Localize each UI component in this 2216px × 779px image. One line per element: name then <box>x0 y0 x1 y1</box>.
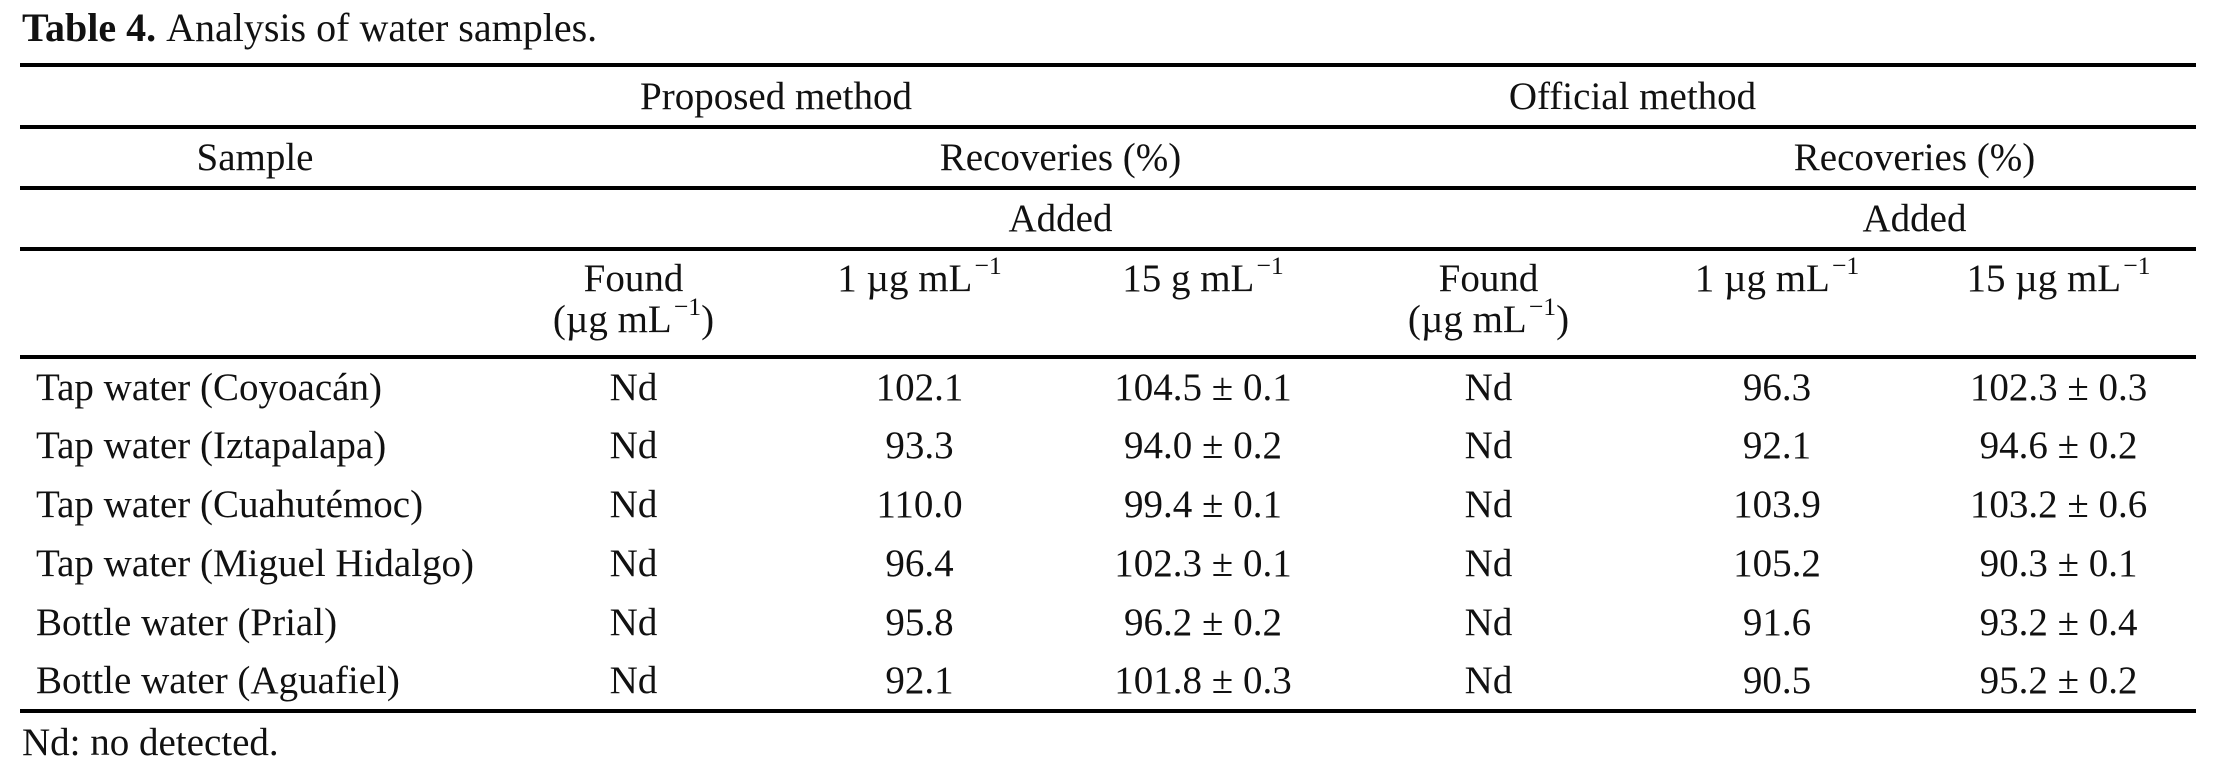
sample-cell: Tap water (Cuahutémoc) <box>36 483 424 526</box>
table-row: Tap water (Cuahutémoc) Nd 110.0 99.4 ± 0.1 N… <box>20 475 2196 534</box>
column-unit-header: 15 µg mL−1 <box>1921 249 2197 359</box>
spacer-cell <box>490 188 777 251</box>
spacer-cell <box>1344 127 1633 190</box>
value-cell: Nd <box>1344 652 1633 713</box>
value-cell: 101.8 ± 0.3 <box>1062 652 1344 713</box>
value-cell: 95.2 ± 0.2 <box>1921 652 2197 713</box>
header-official-method: Official method <box>1344 63 1922 129</box>
value-cell: Nd <box>1464 542 1513 585</box>
value-cell: 91.6 <box>1742 601 1812 644</box>
value-cell: Nd <box>609 601 658 644</box>
value-cell: Nd <box>1464 601 1513 644</box>
sample-cell: Tap water (Miguel Hidalgo) <box>36 542 475 585</box>
value-cell: 105.2 <box>1733 542 1821 585</box>
value-cell: Nd <box>609 366 658 409</box>
value-cell: 93.3 <box>885 424 954 467</box>
sample-cell: Tap water (Coyoacán) <box>36 366 382 409</box>
spacer-cell <box>1921 63 2197 129</box>
value-cell: 92.1 <box>1742 424 1812 467</box>
sample-cell: Bottle water (Prial) <box>36 601 338 644</box>
column-unit-header: 1 µg mL−1 <box>777 249 1062 359</box>
column-unit-header: 1 µg mL−1 <box>1633 249 1922 359</box>
header-recoveries-official: Recoveries (%) <box>1633 127 2197 190</box>
value-cell: Nd <box>1464 424 1513 467</box>
header-proposed-method: Proposed method <box>490 63 1062 129</box>
header-added-official: Added <box>1633 188 2197 251</box>
column-unit-header: 15 g mL−1 <box>1062 249 1344 359</box>
value-cell: 90.5 <box>1633 652 1922 713</box>
value-cell: 94.0 ± 0.2 <box>1124 424 1282 467</box>
value-cell: 102.3 ± 0.3 <box>1969 366 2148 409</box>
value-cell: 96.2 ± 0.2 <box>1124 601 1282 644</box>
value-cell: 95.8 <box>885 601 954 644</box>
spacer-cell <box>20 63 490 129</box>
value-cell: Nd <box>609 424 658 467</box>
table-row: Tap water (Iztapalapa) Nd 93.3 94.0 ± 0.2 Nd… <box>20 416 2196 475</box>
header-recoveries-proposed: Recoveries (%) <box>777 127 1344 190</box>
header-sample: Sample <box>20 127 490 190</box>
column-unit-header: Found (µg mL−1) <box>490 249 777 359</box>
sample-cell: Tap water (Iztapalapa) <box>36 424 387 467</box>
value-cell: 110.0 <box>876 483 963 526</box>
table-caption-text: Analysis of water samples. <box>166 5 598 50</box>
table-caption-label: Table 4. <box>22 5 157 50</box>
value-cell: 90.3 ± 0.1 <box>1979 542 2138 585</box>
table-row: Bottle water (Prial) Nd 95.8 96.2 ± 0.2 Nd 91… <box>20 593 2196 652</box>
table-caption: Table 4. Analysis of water samples. <box>22 8 597 48</box>
value-cell: 102.3 ± 0.1 <box>1114 542 1292 585</box>
value-cell: Nd <box>1464 366 1513 409</box>
column-units-header-row: Found (µg mL−1) 1 µg mL−1 15 g mL−1 Found (µg… <box>20 249 2197 359</box>
value-cell: Nd <box>609 542 658 585</box>
value-cell: Nd <box>490 652 777 713</box>
table-row: Bottle water (Aguafiel) Nd 92.1 101.8 ± 0.3… <box>20 652 2197 713</box>
value-cell: 99.4 ± 0.1 <box>1124 483 1282 526</box>
value-cell: Nd <box>1464 483 1513 526</box>
sample-cell: Bottle water (Aguafiel) <box>20 652 490 713</box>
added-header-row: Added Added <box>20 188 2197 251</box>
value-cell: 96.3 <box>1742 366 1812 409</box>
table-row: Tap water (Miguel Hidalgo) Nd 96.4 102.3 ± … <box>20 534 2196 593</box>
value-cell: Nd <box>609 483 658 526</box>
value-cell: 102.1 <box>875 366 964 409</box>
water-samples-table: Proposed method Official method Sample R… <box>20 63 2197 713</box>
value-cell: 92.1 <box>777 652 1062 713</box>
value-cell: 103.9 <box>1733 483 1821 526</box>
header-added-proposed: Added <box>777 188 1344 251</box>
table-footnote: Nd: no detected. <box>22 721 279 764</box>
spacer-cell <box>1344 188 1633 251</box>
table-row: Tap water (Coyoacán) Nd 102.1 104.5 ± 0.1 Nd… <box>20 357 2196 416</box>
method-group-header-row: Proposed method Official method <box>20 63 2197 129</box>
spacer-cell <box>1062 63 1344 129</box>
value-cell: 94.6 ± 0.2 <box>1979 424 2138 467</box>
value-cell: 103.2 ± 0.6 <box>1969 483 2148 526</box>
column-unit-header: Found (µg mL−1) <box>1344 249 1633 359</box>
spacer-cell <box>490 127 777 190</box>
value-cell: 93.2 ± 0.4 <box>1979 601 2138 644</box>
value-cell: 104.5 ± 0.1 <box>1114 366 1292 409</box>
spacer-cell <box>20 188 490 251</box>
spacer-cell <box>20 249 490 359</box>
value-cell: 96.4 <box>885 542 954 585</box>
recoveries-header-row: Sample Recoveries (%) Recoveries (%) <box>20 127 2197 190</box>
